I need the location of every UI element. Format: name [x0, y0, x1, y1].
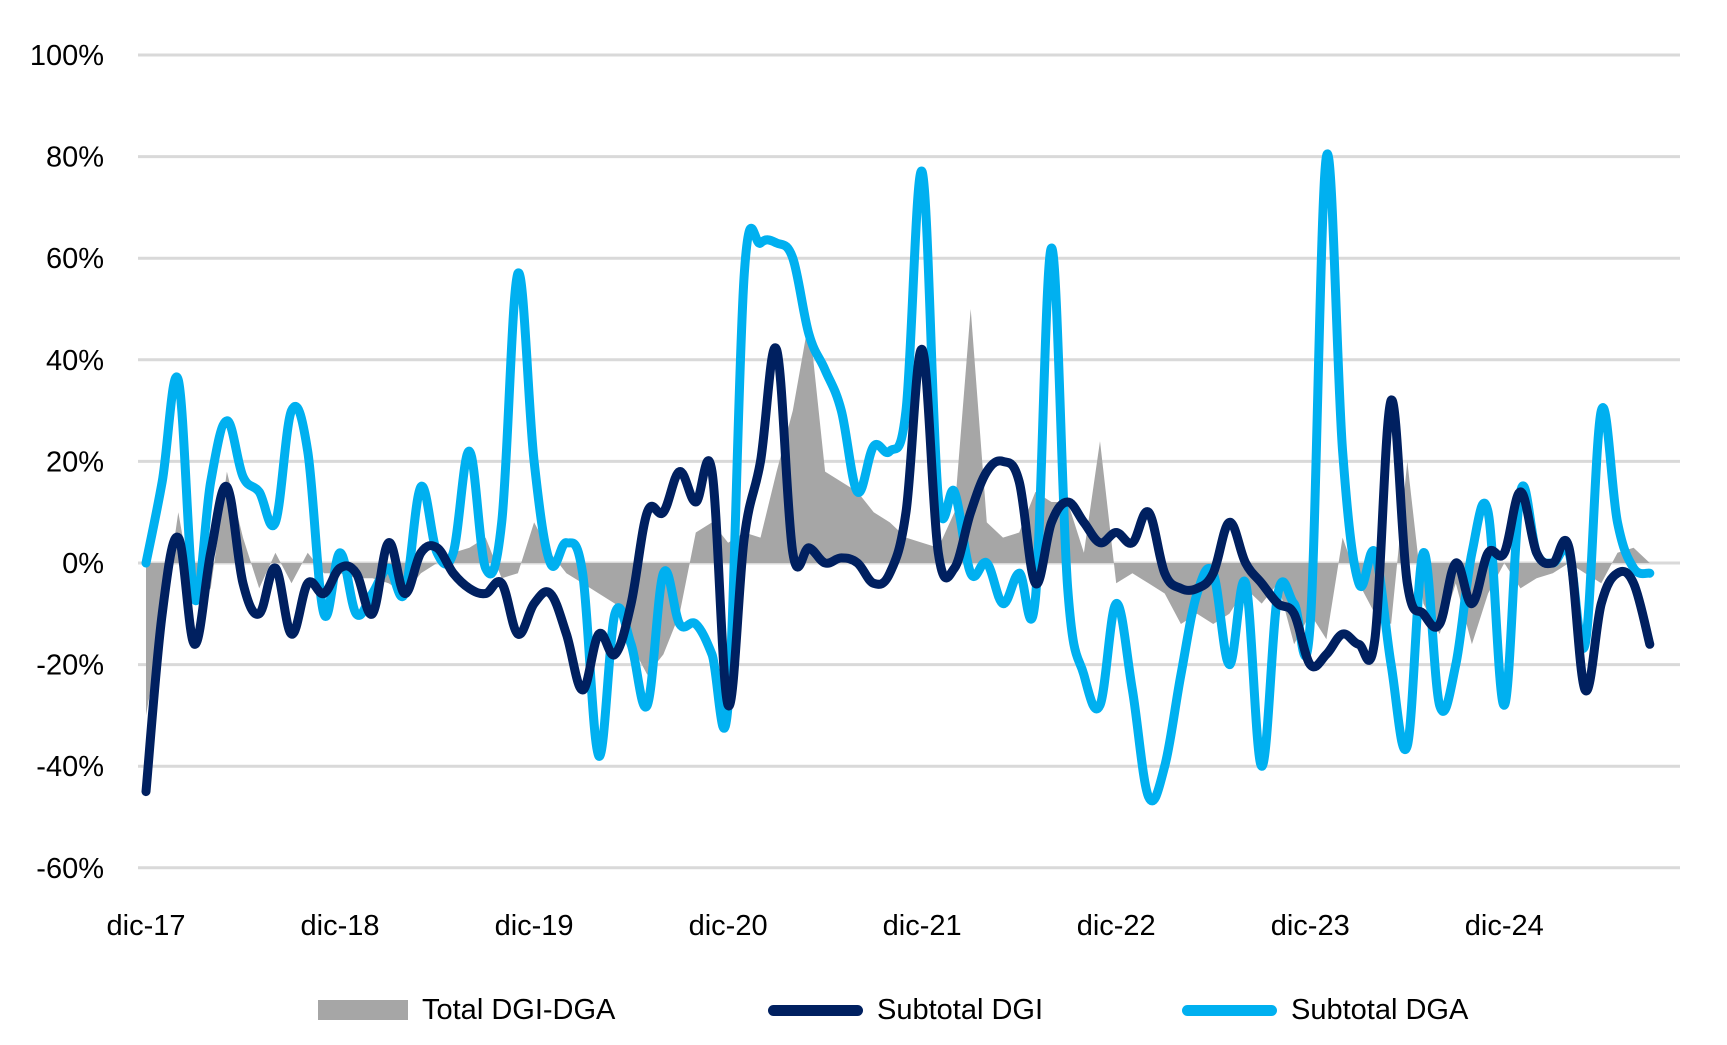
legend-label-dga: Subtotal DGA	[1291, 993, 1469, 1026]
y-tick-label: 0%	[62, 548, 104, 580]
y-tick-label: 80%	[46, 142, 104, 174]
y-tick-label: 20%	[46, 446, 104, 478]
x-tick-label: dic-20	[689, 910, 768, 942]
x-tick-label: dic-22	[1077, 910, 1156, 942]
y-tick-label: 100%	[30, 40, 104, 72]
x-axis: dic-17 dic-18 dic-19 dic-20 dic-21 dic-22 dic-…	[107, 910, 1544, 942]
line-subtotal-dga	[141, 149, 1655, 806]
area-total-dgi-dga	[146, 309, 1650, 716]
y-axis: 100% 80% 60% 40% 20% 0% -20% -40% -60%	[30, 40, 104, 885]
legend-swatch-dga	[1182, 1004, 1277, 1016]
legend-label-total: Total DGI-DGA	[422, 993, 616, 1026]
legend-label-dgi: Subtotal DGI	[877, 993, 1044, 1026]
y-tick-label: -40%	[36, 751, 104, 783]
line-subtotal-dgi	[141, 343, 1655, 797]
x-tick-label: dic-19	[495, 910, 574, 942]
y-tick-label: -60%	[36, 853, 104, 885]
lines-layer	[141, 149, 1655, 806]
x-tick-label: dic-23	[1271, 910, 1350, 942]
x-tick-label: dic-17	[107, 910, 186, 942]
y-tick-label: -20%	[36, 650, 104, 682]
x-tick-label: dic-21	[883, 910, 962, 942]
x-tick-label: dic-18	[301, 910, 380, 942]
legend-swatch-total	[318, 1000, 408, 1020]
y-tick-label: 40%	[46, 345, 104, 377]
x-tick-label: dic-24	[1465, 910, 1544, 942]
y-tick-label: 60%	[46, 243, 104, 275]
area-layer	[146, 309, 1650, 716]
legend-item-dga: Subtotal DGA	[1182, 990, 1468, 1030]
legend-swatch-dgi	[768, 1004, 863, 1016]
legend-item-total: Total DGI-DGA	[318, 990, 615, 1030]
legend: Total DGI-DGA Subtotal DGI Subtotal DGA	[0, 990, 1727, 1030]
legend-item-dgi: Subtotal DGI	[768, 990, 1043, 1030]
